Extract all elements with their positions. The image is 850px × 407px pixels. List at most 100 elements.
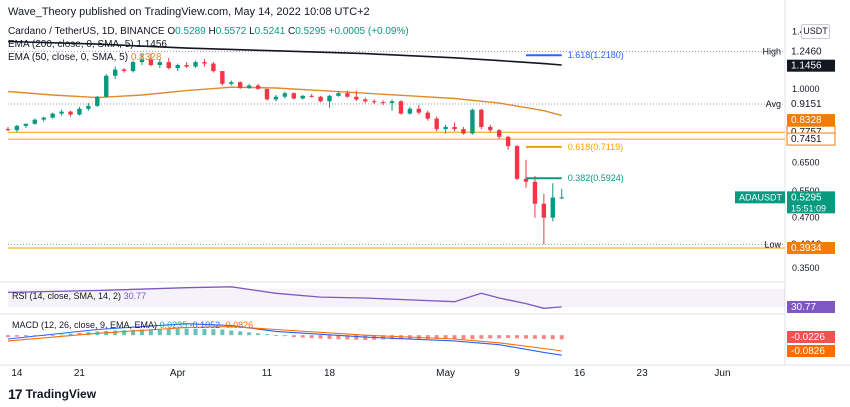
candle-body xyxy=(398,101,404,114)
candle-body xyxy=(291,93,296,99)
macd-histogram-bar xyxy=(470,335,475,339)
candle-body xyxy=(470,109,475,134)
rsi-legend[interactable]: RSI (14, close, SMA, 14, 2) 30.77 xyxy=(12,291,146,301)
candle-body xyxy=(559,197,564,199)
candle-body xyxy=(41,117,46,120)
price-axis-tag-value: 0.5295 xyxy=(791,192,822,203)
candle-body xyxy=(380,102,386,104)
candle-body xyxy=(488,126,493,131)
macd-histogram-bar xyxy=(559,335,564,340)
macd-histogram-bar xyxy=(68,333,73,336)
candle-body xyxy=(50,113,55,118)
macd-line xyxy=(7,323,562,356)
macd-histogram-bar xyxy=(345,335,350,340)
macd-histogram-bar xyxy=(524,335,528,339)
symbol-legend[interactable]: Cardano / TetherUS, 1D, BINANCE O0.5289 … xyxy=(8,26,409,37)
candle-body xyxy=(443,126,448,130)
candle-body xyxy=(523,178,529,182)
macd-histogram-bar xyxy=(50,335,55,336)
macd-histogram-bar xyxy=(77,332,82,336)
rsi-axis-tag xyxy=(787,300,835,313)
macd-legend[interactable]: MACD (12, 26, close, 9, EMA, EMA) 0.0235… xyxy=(12,320,253,330)
macd-histogram-bar xyxy=(291,335,296,338)
macd-histogram-bar xyxy=(166,328,171,336)
price-tick-label: 0.6500 xyxy=(792,157,820,167)
macd-histogram-bar xyxy=(229,330,234,336)
candle-body xyxy=(327,95,332,102)
time-tick-label: 21 xyxy=(74,368,86,379)
macd-axis-value: -0.0826 xyxy=(791,346,825,357)
macd-histogram-bar xyxy=(488,335,493,339)
macd-histogram-bar xyxy=(202,328,207,336)
candle-body xyxy=(389,101,395,104)
macd-histogram-bar xyxy=(6,335,10,338)
candle-body xyxy=(130,62,136,72)
currency-button[interactable]: USDT xyxy=(801,24,830,39)
rsi-title: RSI (14, close, SMA, 14, 2) xyxy=(12,291,122,301)
ema50-value: 0.8328 xyxy=(130,52,162,63)
tradingview-footer[interactable]: 17 TradingView xyxy=(8,386,96,402)
price-axis-tag-value: 0.8328 xyxy=(791,115,822,126)
candle-body xyxy=(336,93,341,96)
macd-histogram-bar xyxy=(390,335,395,340)
macd-histogram-bar xyxy=(443,335,448,339)
ema200-legend[interactable]: EMA (200, close, 0, SMA, 5) 1.1456 xyxy=(8,39,167,50)
macd-histogram-bar xyxy=(32,335,37,336)
candle-body xyxy=(59,111,64,114)
price-label-name: Avg xyxy=(766,99,781,109)
ema200-label: EMA (200, close, 0, SMA, 5) xyxy=(8,39,134,50)
candle-body xyxy=(416,108,422,113)
candle-body xyxy=(318,96,323,102)
macd-histogram-bar xyxy=(211,329,216,336)
ema50-legend[interactable]: EMA (50, close, 0, SMA, 5) 0.8328 xyxy=(8,52,161,63)
candle-body xyxy=(5,129,11,131)
macd-histogram-bar xyxy=(327,335,332,339)
price-label-name: High xyxy=(762,46,781,56)
open-value: 0.5289 xyxy=(175,26,206,37)
candle-body xyxy=(434,118,439,130)
rsi-band xyxy=(8,288,785,308)
macd-histogram-bar xyxy=(238,331,243,336)
ema50-line xyxy=(7,86,562,117)
candle-body xyxy=(300,95,305,99)
time-tick-label: 9 xyxy=(514,368,520,379)
high-label: H xyxy=(208,26,216,37)
candle-body xyxy=(104,75,109,97)
macd-histogram-bar xyxy=(148,329,153,336)
macd-axis-value: -0.0226 xyxy=(791,332,825,343)
macd-hist-value: 0.0235 xyxy=(159,320,188,330)
candle-body xyxy=(211,63,216,72)
macd-histogram-bar xyxy=(131,329,136,336)
candle-body xyxy=(86,105,91,109)
candle-body xyxy=(193,62,198,67)
change-value: +0.0005 (+0.09%) xyxy=(328,26,409,37)
candle-body xyxy=(532,181,538,204)
fib-level-label: 1.618(1.2180) xyxy=(568,50,624,60)
candle-body xyxy=(354,96,359,100)
macd-histogram-bar xyxy=(256,333,261,336)
macd-title: MACD (12, 26, close, 9, EMA, EMA) xyxy=(12,320,158,330)
macd-histogram-bar xyxy=(14,335,19,337)
ema200-line xyxy=(7,40,562,66)
macd-line-value: -0.1052 xyxy=(189,320,221,330)
tradingview-brand: TradingView xyxy=(25,387,97,401)
macd-histogram-bar xyxy=(59,334,64,336)
rsi-axis-value: 30.77 xyxy=(791,302,816,313)
macd-histogram-bar xyxy=(541,335,546,339)
time-tick-label: 14 xyxy=(11,368,23,379)
macd-histogram-bar xyxy=(175,328,180,336)
macd-histogram-bar xyxy=(265,334,269,336)
candle-body xyxy=(32,119,37,124)
price-axis-tag-value: 0.9151 xyxy=(791,99,822,110)
candle-body xyxy=(345,93,350,97)
candle-body xyxy=(255,85,261,89)
time-tick-label: May xyxy=(436,368,455,379)
candle-body xyxy=(184,65,189,67)
candle-body xyxy=(461,129,466,134)
macd-histogram-bar xyxy=(479,335,484,339)
symbol-price-tag xyxy=(735,191,785,204)
macd-axis-tag xyxy=(787,345,835,357)
time-tick-label: 23 xyxy=(637,368,649,379)
candle-body xyxy=(514,146,520,179)
